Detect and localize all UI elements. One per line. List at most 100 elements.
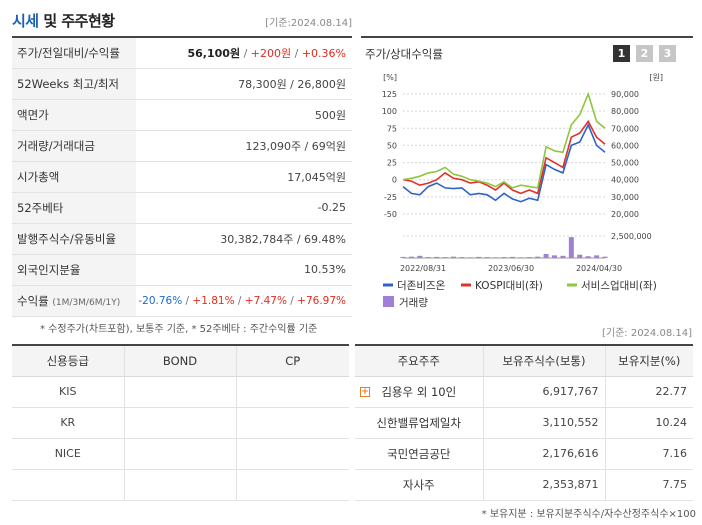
table-row: 주가/전일대비/수익률 56,100원 / +200원 / +0.36%: [12, 37, 352, 69]
y-left-tick: 0: [392, 176, 397, 185]
row-label: 수익률 (1M/3M/6M/1Y): [12, 285, 136, 317]
holder-shares: 2,176,616: [483, 438, 606, 470]
expand-plus-icon[interactable]: +: [360, 386, 370, 397]
row-label: 액면가: [12, 99, 136, 131]
y-left-tick: 100: [382, 107, 397, 116]
row-value: 78,300원 / 26,800원: [136, 68, 352, 100]
holder-pct: 7.16: [605, 438, 693, 470]
y-left-tick: 125: [382, 90, 397, 99]
chart-page-2-button[interactable]: 2: [636, 45, 653, 62]
volume-bar: [434, 256, 440, 258]
return-6m: +7.47%: [244, 294, 287, 307]
volume-bar: [400, 256, 406, 258]
volume-bar: [484, 257, 490, 258]
table-row: 신한밸류업제일차 3,110,552 10.24: [355, 407, 693, 439]
column-header: 보유주식수(보통): [483, 345, 606, 377]
column-header: 주요주주: [355, 345, 484, 377]
row-label: 시가총액: [12, 161, 136, 193]
volume-bar: [425, 257, 431, 258]
section-title: 시세 및 주주현황: [12, 12, 115, 30]
chart-page-1-button[interactable]: 1: [613, 45, 630, 62]
series-line: [402, 122, 606, 203]
series-line: [402, 91, 606, 189]
holder-pct: 10.24: [605, 407, 693, 439]
quote-footnote: * 수정주가(차트포함), 보통주 기준, * 52주베타 : 주간수익률 기준: [40, 324, 318, 335]
holder-shares: 6,917,767: [483, 376, 606, 408]
volume-bar: [501, 257, 507, 258]
y-left-tick: -50: [384, 210, 397, 219]
column-header: CP: [236, 345, 349, 377]
y-right-tick: 70,000: [611, 124, 639, 133]
chart-title: 주가/상대수익률: [365, 47, 443, 61]
volume-bar: [552, 255, 557, 258]
volume-bar: [476, 256, 482, 258]
agency-cell: KR: [12, 407, 125, 439]
volume-bar: [594, 255, 600, 258]
table-row: 수익률 (1M/3M/6M/1Y) -20.76% / +1.81% / +7.…: [12, 285, 352, 317]
table-row: 외국인지분율 10.53%: [12, 254, 352, 286]
chart-panel: 주가/상대수익률 1 2 3 [%] [원] 125 100 75 50 25 0 -25 -50…: [361, 36, 693, 318]
return-1m: -20.76%: [138, 294, 183, 307]
volume-bar: [518, 257, 524, 258]
base-date: [기준:2024.08.14]: [265, 18, 352, 29]
shareholder-table: 주요주주 보유주식수(보통) 보유지분(%) + 김용우 외 10인 6,917,…: [355, 344, 693, 501]
y-right-tick: 30,000: [611, 193, 639, 202]
section-header: 시세 및 주주현황 [기준:2024.08.14]: [12, 8, 352, 32]
legend-swatch: [383, 296, 394, 307]
holder-name: 국민연금공단: [355, 438, 484, 470]
y-right-tick: 40,000: [611, 176, 639, 185]
agency-cell: NICE: [12, 438, 125, 470]
y-right-tick: 90,000: [611, 90, 639, 99]
y-left-tick: 50: [387, 141, 397, 150]
volume-bar: [442, 257, 448, 258]
table-row: KR: [12, 407, 349, 439]
legend-label: KOSPI대비(좌): [475, 280, 543, 292]
legend-label: 거래량: [399, 297, 428, 309]
left-unit-label: [%]: [383, 73, 397, 82]
row-value: 500원: [136, 99, 352, 131]
volume-bar: [602, 256, 608, 258]
row-label: 주가/전일대비/수익률: [12, 37, 136, 69]
price-cell: 56,100원 / +200원 / +0.36%: [136, 37, 352, 69]
y-right-tick: 60,000: [611, 141, 639, 150]
volume-bar: [585, 256, 591, 258]
table-row: 52주베타 -0.25: [12, 192, 352, 224]
row-label: 52주베타: [12, 192, 136, 224]
volume-bar: [509, 256, 515, 258]
table-row: 자사주 2,353,871 7.75: [355, 469, 693, 501]
legend-label: 더존비즈온: [397, 280, 446, 292]
holder-name: 신한밸류업제일차: [355, 407, 484, 439]
holders-base-date: [기준: 2024.08.14]: [601, 328, 692, 339]
volume-bar: [535, 256, 541, 258]
holder-name[interactable]: + 김용우 외 10인: [355, 376, 484, 408]
volume-bar: [526, 257, 532, 258]
table-row: 발행주식수/유동비율 30,382,784주 / 69.48%: [12, 223, 352, 255]
return-3m: +1.81%: [192, 294, 235, 307]
holder-name: 자사주: [355, 469, 484, 501]
y-left-tick: 25: [387, 159, 397, 168]
row-label: 거래량/거래대금: [12, 130, 136, 162]
holder-pct: 22.77: [605, 376, 693, 408]
column-header: 신용등급: [12, 345, 125, 377]
x-tick: 2023/06/30: [488, 264, 534, 273]
row-value: 10.53%: [136, 254, 352, 286]
table-row: KIS: [12, 376, 349, 408]
table-row: 액면가 500원: [12, 99, 352, 131]
volume-bar: [408, 256, 414, 258]
row-value: 123,090주 / 69억원: [136, 130, 352, 162]
y-left-tick: 75: [387, 124, 397, 133]
volume-bar: [459, 257, 465, 258]
price-change: +200원: [250, 46, 292, 60]
volume-bar: [543, 254, 549, 258]
row-label: 발행주식수/유동비율: [12, 223, 136, 255]
credit-table: 신용등급 BOND CP KIS KR NICE: [12, 344, 349, 501]
table-header-row: 주요주주 보유주식수(보통) 보유지분(%): [355, 345, 693, 377]
table-row: [12, 469, 349, 501]
volume-bar: [568, 237, 574, 258]
chart-page-3-button[interactable]: 3: [659, 45, 676, 62]
y-right-tick: 50,000: [611, 159, 639, 168]
holders-footnote: * 보유지분 : 보유지분주식수/자수산정주식수×100: [481, 509, 696, 520]
row-value: -0.25: [136, 192, 352, 224]
y-right-tick: 80,000: [611, 107, 639, 116]
table-row: 시가총액 17,045억원: [12, 161, 352, 193]
